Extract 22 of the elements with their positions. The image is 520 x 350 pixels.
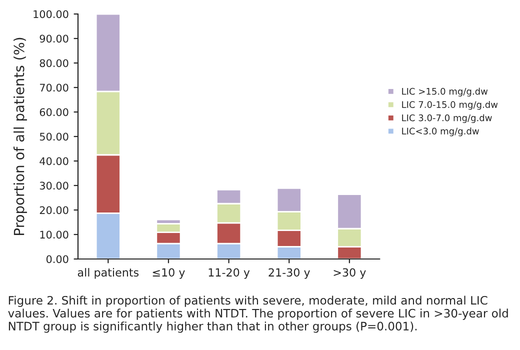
y-tick-label: 60.00 xyxy=(40,108,68,116)
y-axis-title: Proportion of all patients (%) xyxy=(14,38,27,235)
x-tick-label: all patients xyxy=(78,268,139,279)
legend-label: LIC<3.0 mg/g.dw xyxy=(402,128,479,136)
caption: Figure 2. Shift in proportion of patients with severe, moderate, mild and normal LIC values. Values are for patients with NTDT. The proportion of severe LIC in >30-year old NTDT group is significantly higher than that in other groups (P=0.001). xyxy=(8,296,508,333)
y-tick-label: 10.00 xyxy=(40,230,68,239)
y-tick-label: 50.00 xyxy=(40,132,68,141)
x-tick-label: 11-20 y xyxy=(208,268,250,279)
y-tick-label: 100.00 xyxy=(34,10,68,18)
y-tick-label: 80.00 xyxy=(40,59,68,68)
y-tick-label: 90.00 xyxy=(40,34,68,43)
x-tick-label: ≤10 y xyxy=(152,268,185,279)
y-tick-label: 30.00 xyxy=(40,182,68,190)
legend-label: LIC 7.0-15.0 mg/g.dw xyxy=(402,101,498,110)
y-tick-label: 0.00 xyxy=(46,255,68,264)
legend-label: LIC 3.0-7.0 mg/g.dw xyxy=(402,114,492,123)
x-tick-label: >30 y xyxy=(334,268,366,279)
y-tick-label: 40.00 xyxy=(40,157,68,166)
x-tick-label: 21-30 y xyxy=(268,268,310,279)
legend-label: LIC >15.0 mg/g.dw xyxy=(402,88,488,96)
y-tick-label: 70.00 xyxy=(40,84,68,92)
y-tick-label: 20.00 xyxy=(40,206,68,214)
